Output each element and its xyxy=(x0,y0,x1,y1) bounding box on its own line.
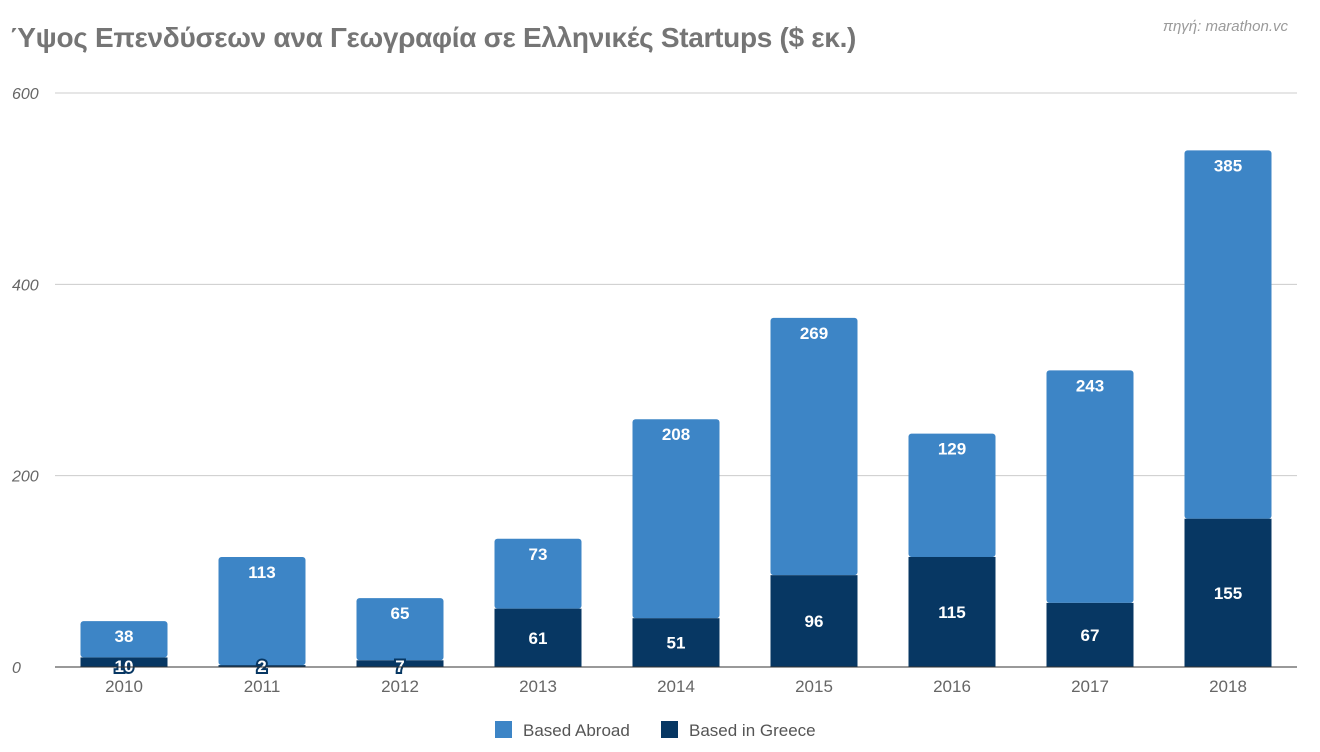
data-label-abroad: 38 xyxy=(115,627,134,646)
x-tick-label: 2014 xyxy=(657,677,695,696)
bar-based-abroad xyxy=(494,538,582,609)
bar-based-abroad xyxy=(1046,370,1134,603)
data-label-abroad: 113 xyxy=(248,563,275,582)
bar-based-in-greece xyxy=(1184,518,1272,667)
data-label-greece: 115 xyxy=(938,603,965,622)
y-tick-label: 600 xyxy=(12,86,39,103)
data-label-abroad: 243 xyxy=(1076,376,1104,395)
bar-based-abroad xyxy=(908,433,996,557)
bar-based-abroad xyxy=(632,419,720,619)
data-label-abroad: 73 xyxy=(529,545,548,564)
bar-based-abroad xyxy=(356,598,444,661)
bar-based-in-greece xyxy=(80,657,168,667)
data-label-greece: 96 xyxy=(805,612,824,631)
x-tick-label: 2018 xyxy=(1209,677,1247,696)
x-tick-label: 2012 xyxy=(381,677,419,696)
y-tick-label: 200 xyxy=(11,469,39,486)
data-label-greece: 61 xyxy=(529,629,548,648)
bar-based-in-greece xyxy=(1046,602,1134,667)
chart-source: πηγή: marathon.vc xyxy=(1162,18,1288,35)
bar-based-in-greece xyxy=(908,556,996,667)
x-tick-label: 2016 xyxy=(933,677,971,696)
legend-label: Based in Greece xyxy=(689,721,816,740)
data-label-abroad: 385 xyxy=(1214,156,1242,175)
x-tick-label: 2010 xyxy=(105,677,143,696)
x-tick-label: 2013 xyxy=(519,677,557,696)
legend-label: Based Abroad xyxy=(523,721,630,740)
bar-based-abroad xyxy=(218,556,306,666)
bar-based-in-greece xyxy=(218,665,306,667)
data-label-greece: 51 xyxy=(667,634,686,653)
bar-based-abroad xyxy=(1184,150,1272,519)
x-tick-label: 2017 xyxy=(1071,677,1109,696)
bar-based-in-greece xyxy=(770,575,858,667)
bar-based-in-greece xyxy=(494,608,582,667)
data-label-abroad: 65 xyxy=(391,604,410,623)
data-label-greece: 67 xyxy=(1081,626,1100,645)
bar-based-abroad xyxy=(770,317,858,576)
bar-based-in-greece xyxy=(356,660,444,667)
chart-title: Ύψος Επενδύσεων ανα Γεωγραφία σε Ελληνικ… xyxy=(10,22,857,53)
y-tick-label: 0 xyxy=(12,660,21,677)
legend-swatch xyxy=(495,721,512,738)
data-label-greece: 155 xyxy=(1214,584,1242,603)
x-tick-label: 2015 xyxy=(795,677,833,696)
data-label-abroad: 208 xyxy=(662,425,690,444)
bar-based-abroad xyxy=(80,621,168,658)
x-tick-label: 2011 xyxy=(244,677,281,696)
y-tick-label: 400 xyxy=(12,277,39,294)
data-label-abroad: 269 xyxy=(800,324,828,343)
data-label-abroad: 129 xyxy=(938,440,966,459)
bar-based-in-greece xyxy=(632,618,720,667)
legend-swatch xyxy=(661,721,678,738)
